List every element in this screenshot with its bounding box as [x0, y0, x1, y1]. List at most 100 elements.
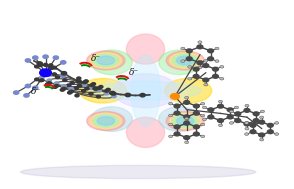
Circle shape — [168, 123, 173, 126]
Circle shape — [185, 120, 189, 123]
Circle shape — [198, 66, 202, 69]
Circle shape — [97, 89, 101, 92]
Circle shape — [208, 49, 213, 53]
Ellipse shape — [104, 64, 187, 117]
Circle shape — [244, 122, 250, 126]
Circle shape — [235, 118, 239, 121]
Circle shape — [68, 91, 72, 94]
Circle shape — [245, 133, 249, 135]
Circle shape — [275, 122, 279, 124]
Circle shape — [96, 95, 100, 98]
Circle shape — [47, 79, 51, 82]
Circle shape — [208, 57, 213, 61]
Circle shape — [193, 111, 199, 115]
Circle shape — [229, 110, 233, 113]
Circle shape — [40, 79, 44, 81]
Circle shape — [99, 85, 103, 88]
Circle shape — [184, 101, 190, 104]
Circle shape — [38, 64, 43, 67]
Circle shape — [181, 47, 185, 50]
Circle shape — [77, 77, 81, 80]
Ellipse shape — [166, 51, 204, 70]
Circle shape — [227, 115, 233, 119]
Circle shape — [253, 119, 259, 122]
Circle shape — [186, 57, 192, 61]
Text: δ⁻: δ⁻ — [129, 68, 139, 77]
Circle shape — [202, 118, 206, 121]
Circle shape — [250, 123, 256, 127]
Circle shape — [67, 84, 71, 87]
Circle shape — [106, 88, 110, 91]
Circle shape — [78, 84, 82, 87]
Circle shape — [62, 87, 66, 90]
Circle shape — [193, 132, 199, 136]
Circle shape — [201, 135, 205, 138]
Circle shape — [245, 104, 249, 107]
Ellipse shape — [79, 78, 126, 103]
Circle shape — [38, 79, 43, 82]
Circle shape — [168, 114, 173, 117]
Circle shape — [220, 66, 224, 68]
Circle shape — [193, 74, 199, 78]
Ellipse shape — [166, 112, 204, 130]
Circle shape — [61, 72, 66, 75]
Circle shape — [84, 80, 88, 82]
Circle shape — [259, 120, 265, 124]
Circle shape — [89, 92, 93, 95]
Circle shape — [53, 56, 59, 59]
Circle shape — [201, 102, 205, 105]
Circle shape — [52, 66, 56, 69]
Circle shape — [213, 74, 218, 78]
Circle shape — [40, 76, 44, 79]
Circle shape — [259, 133, 265, 137]
Circle shape — [70, 82, 74, 84]
Circle shape — [14, 91, 19, 94]
Circle shape — [244, 108, 250, 112]
Circle shape — [35, 65, 39, 68]
Text: δ⁻: δ⁻ — [31, 87, 41, 96]
Ellipse shape — [170, 113, 201, 129]
Circle shape — [37, 62, 42, 65]
Ellipse shape — [87, 112, 125, 130]
Circle shape — [75, 94, 79, 97]
Circle shape — [267, 130, 273, 134]
Ellipse shape — [90, 81, 201, 100]
Circle shape — [110, 91, 115, 95]
Ellipse shape — [93, 115, 118, 127]
Ellipse shape — [126, 117, 165, 147]
Circle shape — [253, 112, 259, 116]
Circle shape — [35, 78, 39, 81]
Circle shape — [184, 121, 190, 125]
Ellipse shape — [176, 117, 194, 125]
Circle shape — [24, 94, 29, 97]
Circle shape — [260, 116, 264, 119]
Circle shape — [125, 93, 131, 97]
Circle shape — [76, 80, 81, 83]
Circle shape — [140, 94, 145, 97]
Circle shape — [174, 111, 180, 115]
Circle shape — [193, 125, 199, 129]
Circle shape — [229, 122, 233, 124]
Circle shape — [260, 138, 264, 141]
Circle shape — [260, 122, 265, 124]
Circle shape — [235, 112, 241, 116]
Text: δ⁻: δ⁻ — [91, 54, 101, 63]
Circle shape — [49, 66, 54, 69]
Circle shape — [188, 77, 192, 80]
Ellipse shape — [126, 34, 165, 64]
Ellipse shape — [90, 53, 121, 68]
Circle shape — [208, 108, 214, 112]
Circle shape — [218, 100, 223, 103]
Circle shape — [215, 60, 219, 62]
Ellipse shape — [91, 107, 132, 131]
Circle shape — [213, 67, 218, 71]
Circle shape — [174, 125, 180, 129]
Circle shape — [53, 86, 57, 88]
Circle shape — [185, 141, 189, 144]
Circle shape — [218, 124, 223, 127]
Circle shape — [250, 130, 256, 134]
Circle shape — [184, 136, 190, 139]
Circle shape — [215, 47, 219, 50]
Ellipse shape — [173, 115, 198, 127]
Circle shape — [46, 83, 50, 86]
